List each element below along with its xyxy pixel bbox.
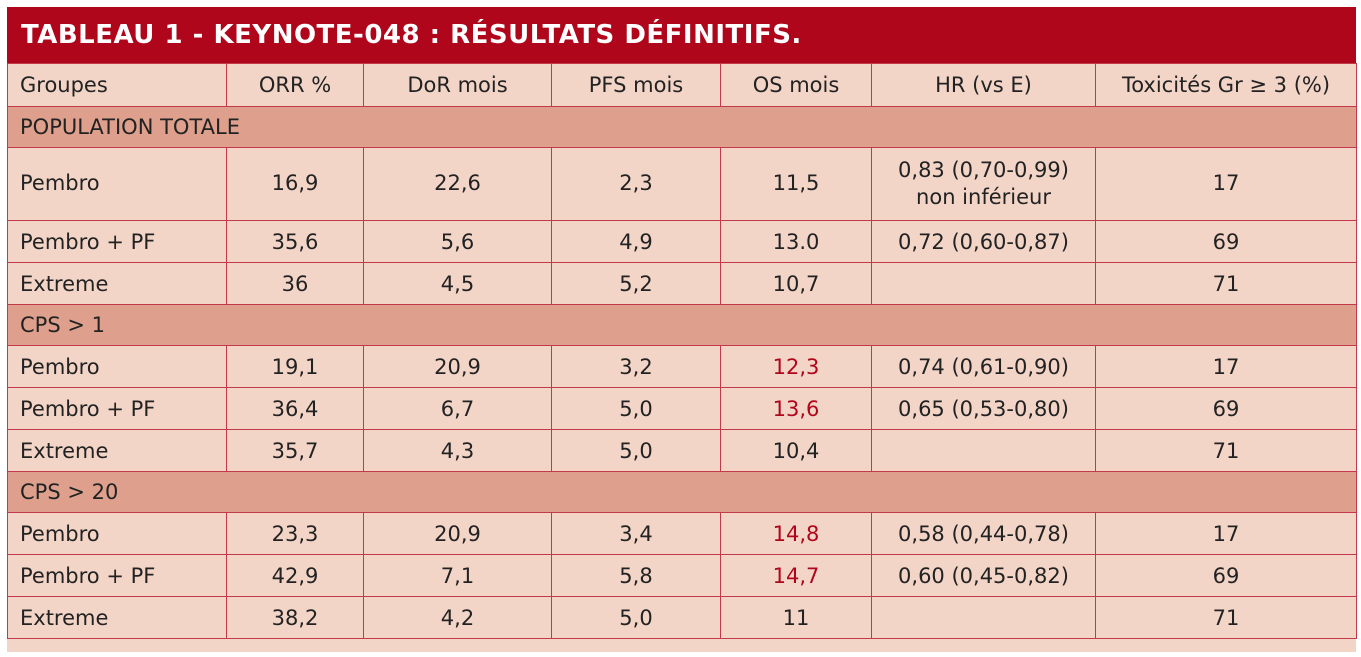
cell-pfs: 5,0 — [551, 429, 721, 472]
cell-orr: 35,6 — [226, 220, 364, 263]
cell-dor: 20,9 — [363, 512, 552, 555]
cell-toxicity: 71 — [1095, 429, 1357, 472]
cell-pfs: 3,4 — [551, 512, 721, 555]
cell-dor: 5,6 — [363, 220, 552, 263]
cell-dor: 20,9 — [363, 345, 552, 388]
table-row: Pembro + PF 35,6 5,6 4,9 13.0 0,72 (0,60… — [7, 220, 1357, 263]
header-row: Groupes ORR % DoR mois PFS mois OS mois … — [7, 63, 1357, 107]
table-row: Extreme 38,2 4,2 5,0 11 71 — [7, 596, 1357, 639]
cell-toxicity: 69 — [1095, 387, 1357, 430]
cell-os: 13.0 — [720, 220, 872, 263]
cell-group: Extreme — [7, 262, 227, 305]
cell-group: Pembro + PF — [7, 220, 227, 263]
cell-os-highlight: 14,8 — [720, 512, 872, 555]
cell-os-highlight: 13,6 — [720, 387, 872, 430]
cell-hr: 0,65 (0,53-0,80) — [871, 387, 1096, 430]
results-table-container: TABLEAU 1 - KEYNOTE-048 : RÉSULTATS DÉFI… — [7, 7, 1357, 652]
table-row: Extreme 35,7 4,3 5,0 10,4 71 — [7, 429, 1357, 472]
cell-dor: 6,7 — [363, 387, 552, 430]
table-row: Pembro + PF 42,9 7,1 5,8 14,7 0,60 (0,45… — [7, 554, 1357, 597]
cell-hr: 0,60 (0,45-0,82) — [871, 554, 1096, 597]
cell-group: Pembro + PF — [7, 387, 227, 430]
cell-hr: 0,83 (0,70-0,99) non inférieur — [871, 147, 1096, 221]
header-hr: HR (vs E) — [871, 63, 1096, 107]
cell-os: 11,5 — [720, 147, 872, 221]
cell-orr: 36,4 — [226, 387, 364, 430]
header-dor: DoR mois — [363, 63, 552, 107]
results-table: Groupes ORR % DoR mois PFS mois OS mois … — [7, 63, 1357, 639]
cell-toxicity: 17 — [1095, 147, 1357, 221]
cell-hr-note: non inférieur — [916, 185, 1051, 209]
cell-dor: 7,1 — [363, 554, 552, 597]
table-row: Pembro 19,1 20,9 3,2 12,3 0,74 (0,61-0,9… — [7, 345, 1357, 388]
cell-hr: 0,72 (0,60-0,87) — [871, 220, 1096, 263]
cell-hr — [871, 596, 1096, 639]
cell-orr: 35,7 — [226, 429, 364, 472]
section-row-cps-1: CPS > 1 — [7, 304, 1357, 346]
cell-toxicity: 17 — [1095, 345, 1357, 388]
section-row-cps-20: CPS > 20 — [7, 471, 1357, 513]
cell-toxicity: 71 — [1095, 262, 1357, 305]
cell-hr: 0,58 (0,44-0,78) — [871, 512, 1096, 555]
cell-os: 11 — [720, 596, 872, 639]
table-row: Pembro + PF 36,4 6,7 5,0 13,6 0,65 (0,53… — [7, 387, 1357, 430]
cell-orr: 36 — [226, 262, 364, 305]
cell-os-highlight: 14,7 — [720, 554, 872, 597]
cell-hr: 0,74 (0,61-0,90) — [871, 345, 1096, 388]
header-orr: ORR % — [226, 63, 364, 107]
cell-toxicity: 71 — [1095, 596, 1357, 639]
cell-orr: 42,9 — [226, 554, 364, 597]
cell-os: 10,7 — [720, 262, 872, 305]
section-label: CPS > 20 — [7, 471, 1357, 513]
cell-dor: 22,6 — [363, 147, 552, 221]
table-row: Extreme 36 4,5 5,2 10,7 71 — [7, 262, 1357, 305]
cell-dor: 4,3 — [363, 429, 552, 472]
header-toxicites: Toxicités Gr ≥ 3 (%) — [1095, 63, 1357, 107]
cell-orr: 19,1 — [226, 345, 364, 388]
cell-pfs: 5,0 — [551, 387, 721, 430]
table-row: Pembro 16,9 22,6 2,3 11,5 0,83 (0,70-0,9… — [7, 147, 1357, 221]
cell-hr — [871, 429, 1096, 472]
cell-toxicity: 69 — [1095, 554, 1357, 597]
table-title: TABLEAU 1 - KEYNOTE-048 : RÉSULTATS DÉFI… — [7, 7, 1356, 63]
cell-pfs: 2,3 — [551, 147, 721, 221]
cell-pfs: 5,0 — [551, 596, 721, 639]
cell-toxicity: 17 — [1095, 512, 1357, 555]
cell-group: Pembro — [7, 512, 227, 555]
cell-os-highlight: 12,3 — [720, 345, 872, 388]
cell-pfs: 5,2 — [551, 262, 721, 305]
table-row: Pembro 23,3 20,9 3,4 14,8 0,58 (0,44-0,7… — [7, 512, 1357, 555]
cell-dor: 4,5 — [363, 262, 552, 305]
cell-group: Pembro + PF — [7, 554, 227, 597]
cell-group: Pembro — [7, 345, 227, 388]
cell-orr: 16,9 — [226, 147, 364, 221]
cell-pfs: 5,8 — [551, 554, 721, 597]
header-groupes: Groupes — [7, 63, 227, 107]
header-os: OS mois — [720, 63, 872, 107]
cell-group: Extreme — [7, 429, 227, 472]
section-row-population-totale: POPULATION TOTALE — [7, 106, 1357, 148]
cell-group: Pembro — [7, 147, 227, 221]
cell-pfs: 3,2 — [551, 345, 721, 388]
cell-orr: 38,2 — [226, 596, 364, 639]
cell-pfs: 4,9 — [551, 220, 721, 263]
cell-dor: 4,2 — [363, 596, 552, 639]
cell-hr-value: 0,83 (0,70-0,99) — [898, 157, 1069, 182]
section-label: CPS > 1 — [7, 304, 1357, 346]
cell-toxicity: 69 — [1095, 220, 1357, 263]
cell-os: 10,4 — [720, 429, 872, 472]
cell-orr: 23,3 — [226, 512, 364, 555]
cell-hr — [871, 262, 1096, 305]
header-pfs: PFS mois — [551, 63, 721, 107]
cell-group: Extreme — [7, 596, 227, 639]
section-label: POPULATION TOTALE — [7, 106, 1357, 148]
